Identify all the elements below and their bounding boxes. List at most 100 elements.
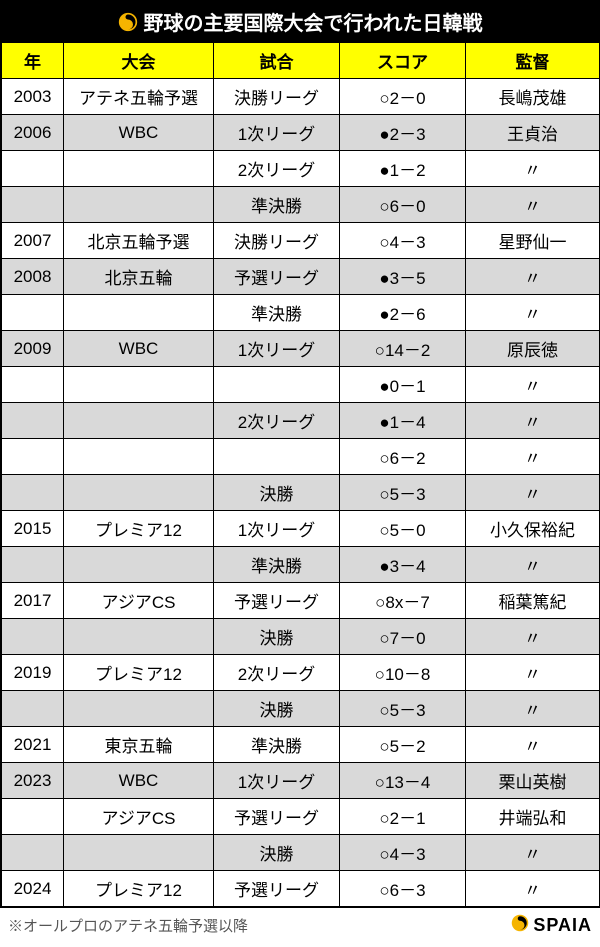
table-cell: [2, 151, 64, 187]
table-cell: ○4－3: [340, 223, 466, 259]
table-cell: [64, 151, 214, 187]
table-cell: 予選リーグ: [214, 799, 340, 835]
table-cell: 小久保裕紀: [466, 511, 600, 547]
table-cell: 1次リーグ: [214, 763, 340, 799]
brand: SPAIA: [511, 914, 592, 937]
table-row: 準決勝●2－6〃: [2, 295, 600, 331]
table-cell: アジアCS: [64, 583, 214, 619]
table-row: 2008北京五輪予選リーグ●3－5〃: [2, 259, 600, 295]
table-cell: 〃: [466, 727, 600, 763]
table-cell: ○6－3: [340, 871, 466, 907]
table-row: 2006WBC1次リーグ●2－3王貞治: [2, 115, 600, 151]
table-cell: [2, 799, 64, 835]
table-cell: 1次リーグ: [214, 331, 340, 367]
table-cell: 〃: [466, 655, 600, 691]
table-cell: ●2－3: [340, 115, 466, 151]
results-table: 年 大会 試合 スコア 監督 2003アテネ五輪予選決勝リーグ○2－0長嶋茂雄2…: [1, 42, 600, 907]
table-cell: 長嶋茂雄: [466, 79, 600, 115]
table-cell: [2, 691, 64, 727]
table-cell: [64, 691, 214, 727]
table-cell: 2次リーグ: [214, 655, 340, 691]
table-cell: 〃: [466, 403, 600, 439]
table-cell: 予選リーグ: [214, 871, 340, 907]
table-cell: [2, 835, 64, 871]
col-game: 試合: [214, 43, 340, 79]
table-row: 2017アジアCS予選リーグ○8x－7稲葉篤紀: [2, 583, 600, 619]
table-cell: WBC: [64, 763, 214, 799]
table-cell: [2, 403, 64, 439]
table-cell: [64, 439, 214, 475]
table-cell: ●3－5: [340, 259, 466, 295]
table-cell: 準決勝: [214, 295, 340, 331]
table-cell: 2次リーグ: [214, 151, 340, 187]
table-cell: 〃: [466, 187, 600, 223]
table-cell: 予選リーグ: [214, 259, 340, 295]
table-row: ○6－2〃: [2, 439, 600, 475]
table-cell: ○7－0: [340, 619, 466, 655]
col-year: 年: [2, 43, 64, 79]
table-cell: プレミア12: [64, 871, 214, 907]
footer: ※オールプロのアテネ五輪予選以降 SPAIA: [0, 908, 600, 947]
table-cell: [2, 475, 64, 511]
footnote: ※オールプロのアテネ五輪予選以降: [8, 915, 248, 936]
table-cell: 〃: [466, 691, 600, 727]
table-cell: [64, 619, 214, 655]
table-row: 2023WBC1次リーグ○13－4栗山英樹: [2, 763, 600, 799]
table-cell: 2008: [2, 259, 64, 295]
table-cell: ○2－0: [340, 79, 466, 115]
table-cell: 稲葉篤紀: [466, 583, 600, 619]
table-cell: [2, 547, 64, 583]
table-cell: [214, 367, 340, 403]
table-cell: 2024: [2, 871, 64, 907]
table-cell: 2023: [2, 763, 64, 799]
table-cell: [2, 367, 64, 403]
table-cell: 〃: [466, 439, 600, 475]
table-container: 野球の主要国際大会で行われた日韓戦 年 大会 試合 スコア 監督 2003アテネ…: [0, 0, 600, 908]
table-cell: [2, 295, 64, 331]
table-cell: 決勝: [214, 835, 340, 871]
table-cell: [64, 475, 214, 511]
table-cell: 栗山英樹: [466, 763, 600, 799]
table-cell: [64, 187, 214, 223]
table-cell: 準決勝: [214, 187, 340, 223]
table-cell: 2019: [2, 655, 64, 691]
table-cell: WBC: [64, 331, 214, 367]
table-row: 2009WBC1次リーグ○14－2原辰徳: [2, 331, 600, 367]
spaia-logo-icon: [511, 914, 529, 937]
table-cell: ○14－2: [340, 331, 466, 367]
table-cell: 北京五輪: [64, 259, 214, 295]
spaia-logo-icon: [118, 12, 138, 32]
table-cell: WBC: [64, 115, 214, 151]
table-cell: ○8x－7: [340, 583, 466, 619]
table-cell: 準決勝: [214, 727, 340, 763]
table-cell: [64, 403, 214, 439]
table-row: 決勝○7－0〃: [2, 619, 600, 655]
brand-text: SPAIA: [533, 915, 592, 936]
table-cell: 2015: [2, 511, 64, 547]
col-score: スコア: [340, 43, 466, 79]
table-row: アジアCS予選リーグ○2－1井端弘和: [2, 799, 600, 835]
table-cell: ○5－3: [340, 691, 466, 727]
table-cell: ○5－2: [340, 727, 466, 763]
table-cell: 〃: [466, 367, 600, 403]
table-cell: [64, 295, 214, 331]
table-cell: 〃: [466, 475, 600, 511]
table-cell: ●3－4: [340, 547, 466, 583]
table-cell: [64, 547, 214, 583]
col-mgr: 監督: [466, 43, 600, 79]
table-row: 2015プレミア121次リーグ○5－0小久保裕紀: [2, 511, 600, 547]
table-cell: 〃: [466, 151, 600, 187]
table-cell: 〃: [466, 259, 600, 295]
table-cell: 〃: [466, 871, 600, 907]
table-cell: 北京五輪予選: [64, 223, 214, 259]
table-row: ●0－1〃: [2, 367, 600, 403]
table-cell: ○10－8: [340, 655, 466, 691]
table-cell: 〃: [466, 547, 600, 583]
table-cell: ●2－6: [340, 295, 466, 331]
table-cell: 2007: [2, 223, 64, 259]
table-cell: 王貞治: [466, 115, 600, 151]
table-cell: [64, 367, 214, 403]
page-title: 野球の主要国際大会で行われた日韓戦: [144, 7, 483, 36]
table-cell: [2, 439, 64, 475]
table-cell: ○2－1: [340, 799, 466, 835]
